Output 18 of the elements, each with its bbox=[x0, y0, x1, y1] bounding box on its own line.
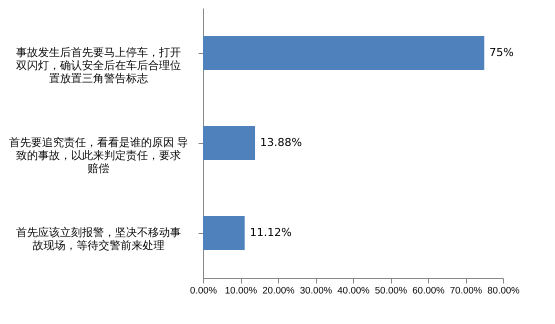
x-tick-label: 60.00% bbox=[412, 286, 446, 296]
bar bbox=[203, 36, 484, 70]
bar bbox=[203, 126, 256, 160]
x-tick-label: 10.00% bbox=[224, 286, 258, 296]
y-tick-label: 事故发生后首先要马上停车，打开双闪灯，确认安全后在车后合理位置放置三角警告标志 bbox=[16, 46, 181, 85]
x-tick-label: 50.00% bbox=[374, 286, 408, 296]
data-label: 13.88% bbox=[260, 136, 302, 149]
y-tick-label: 首先要追究责任，看看是谁的原因 导致的事故，以此来判定责任，要求赔偿 bbox=[8, 136, 188, 175]
bar bbox=[203, 216, 245, 250]
x-tick-label: 40.00% bbox=[337, 286, 370, 296]
x-tick-label: 20.00% bbox=[262, 286, 296, 296]
y-tick-label: 首先应该立刻报警，坚决不移动事故现场，等待交警前来处理 bbox=[16, 226, 181, 252]
x-tick-label: 0.00% bbox=[190, 286, 218, 296]
data-label: 11.12% bbox=[250, 226, 292, 239]
x-tick-label: 80.00% bbox=[487, 286, 520, 296]
x-tick-label: 30.00% bbox=[300, 286, 333, 296]
x-tick-label: 70.00% bbox=[450, 286, 483, 296]
data-label: 75% bbox=[489, 46, 514, 59]
